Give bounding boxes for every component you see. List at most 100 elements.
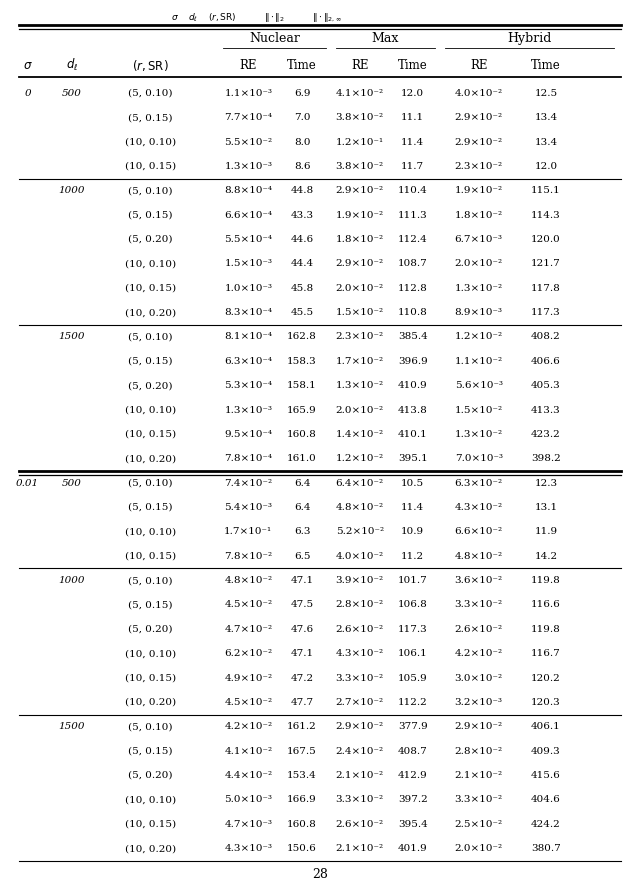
Text: 396.9: 396.9 — [398, 357, 428, 366]
Text: 7.0×10⁻³: 7.0×10⁻³ — [455, 454, 503, 463]
Text: 2.8×10⁻²: 2.8×10⁻² — [454, 747, 503, 756]
Text: 111.3: 111.3 — [398, 211, 428, 219]
Text: 1.7×10⁻¹: 1.7×10⁻¹ — [224, 527, 273, 536]
Text: 114.3: 114.3 — [531, 211, 561, 219]
Text: 2.0×10⁻²: 2.0×10⁻² — [454, 844, 503, 853]
Text: 2.9×10⁻²: 2.9×10⁻² — [454, 723, 503, 731]
Text: 11.4: 11.4 — [401, 503, 424, 512]
Text: (10, 0.10): (10, 0.10) — [125, 260, 176, 268]
Text: 158.3: 158.3 — [287, 357, 317, 366]
Text: 1.5×10⁻³: 1.5×10⁻³ — [225, 260, 273, 268]
Text: 410.9: 410.9 — [398, 381, 428, 390]
Text: 4.8×10⁻²: 4.8×10⁻² — [335, 503, 384, 512]
Text: (10, 0.10): (10, 0.10) — [125, 649, 176, 658]
Text: 3.8×10⁻²: 3.8×10⁻² — [335, 113, 384, 122]
Text: 44.6: 44.6 — [291, 235, 314, 244]
Text: 105.9: 105.9 — [398, 673, 428, 682]
Text: $(r,\mathrm{SR})$: $(r,\mathrm{SR})$ — [132, 58, 169, 72]
Text: 3.9×10⁻²: 3.9×10⁻² — [335, 576, 384, 585]
Text: 28: 28 — [312, 868, 328, 880]
Text: (5, 0.10): (5, 0.10) — [128, 89, 173, 98]
Text: 6.6×10⁻²: 6.6×10⁻² — [454, 527, 503, 536]
Text: 500: 500 — [61, 479, 82, 488]
Text: 4.5×10⁻²: 4.5×10⁻² — [224, 698, 273, 707]
Text: 8.3×10⁻⁴: 8.3×10⁻⁴ — [224, 308, 273, 318]
Text: 2.8×10⁻²: 2.8×10⁻² — [335, 600, 384, 609]
Text: 500: 500 — [61, 89, 82, 98]
Text: 120.2: 120.2 — [531, 673, 561, 682]
Text: 112.8: 112.8 — [398, 284, 428, 293]
Text: 1.3×10⁻³: 1.3×10⁻³ — [225, 406, 273, 415]
Text: 4.1×10⁻²: 4.1×10⁻² — [224, 747, 273, 756]
Text: 161.0: 161.0 — [287, 454, 317, 463]
Text: Time: Time — [531, 59, 561, 71]
Text: 8.6: 8.6 — [294, 162, 310, 171]
Text: 4.0×10⁻²: 4.0×10⁻² — [454, 89, 503, 98]
Text: 120.3: 120.3 — [531, 698, 561, 707]
Text: 5.4×10⁻³: 5.4×10⁻³ — [225, 503, 273, 512]
Text: 47.1: 47.1 — [291, 576, 314, 585]
Text: 1.4×10⁻²: 1.4×10⁻² — [335, 430, 384, 439]
Text: (5, 0.20): (5, 0.20) — [128, 381, 173, 390]
Text: 4.3×10⁻³: 4.3×10⁻³ — [225, 844, 273, 853]
Text: 3.3×10⁻²: 3.3×10⁻² — [454, 600, 503, 609]
Text: 404.6: 404.6 — [531, 796, 561, 805]
Text: Hybrid: Hybrid — [507, 32, 552, 45]
Text: 1.0×10⁻³: 1.0×10⁻³ — [225, 284, 273, 293]
Text: 3.3×10⁻²: 3.3×10⁻² — [454, 796, 503, 805]
Text: 2.3×10⁻²: 2.3×10⁻² — [335, 333, 384, 342]
Text: (10, 0.10): (10, 0.10) — [125, 527, 176, 536]
Text: 405.3: 405.3 — [531, 381, 561, 390]
Text: 44.8: 44.8 — [291, 186, 314, 195]
Text: (10, 0.10): (10, 0.10) — [125, 137, 176, 146]
Text: 153.4: 153.4 — [287, 771, 317, 780]
Text: 413.8: 413.8 — [398, 406, 428, 415]
Text: 12.5: 12.5 — [534, 89, 557, 98]
Text: 7.0: 7.0 — [294, 113, 310, 122]
Text: 2.7×10⁻²: 2.7×10⁻² — [335, 698, 384, 707]
Text: (5, 0.10): (5, 0.10) — [128, 186, 173, 195]
Text: 45.8: 45.8 — [291, 284, 314, 293]
Text: 406.1: 406.1 — [531, 723, 561, 731]
Text: Nuclear: Nuclear — [249, 32, 300, 45]
Text: 115.1: 115.1 — [531, 186, 561, 195]
Text: 5.2×10⁻²: 5.2×10⁻² — [335, 527, 384, 536]
Text: 150.6: 150.6 — [287, 844, 317, 853]
Text: 4.8×10⁻²: 4.8×10⁻² — [454, 552, 503, 561]
Text: 3.6×10⁻²: 3.6×10⁻² — [454, 576, 503, 585]
Text: (10, 0.20): (10, 0.20) — [125, 308, 176, 318]
Text: 167.5: 167.5 — [287, 747, 317, 756]
Text: 395.4: 395.4 — [398, 820, 428, 829]
Text: 4.2×10⁻²: 4.2×10⁻² — [224, 723, 273, 731]
Text: (5, 0.15): (5, 0.15) — [128, 747, 173, 756]
Text: 160.8: 160.8 — [287, 430, 317, 439]
Text: 117.8: 117.8 — [531, 284, 561, 293]
Text: 4.8×10⁻²: 4.8×10⁻² — [224, 576, 273, 585]
Text: 117.3: 117.3 — [531, 308, 561, 318]
Text: 3.2×10⁻³: 3.2×10⁻³ — [455, 698, 503, 707]
Text: 162.8: 162.8 — [287, 333, 317, 342]
Text: Time: Time — [287, 59, 317, 71]
Text: 6.9: 6.9 — [294, 89, 310, 98]
Text: 2.4×10⁻²: 2.4×10⁻² — [335, 747, 384, 756]
Text: 11.4: 11.4 — [401, 137, 424, 146]
Text: 2.6×10⁻²: 2.6×10⁻² — [335, 624, 384, 634]
Text: 2.9×10⁻²: 2.9×10⁻² — [335, 260, 384, 268]
Text: Time: Time — [398, 59, 428, 71]
Text: 413.3: 413.3 — [531, 406, 561, 415]
Text: $\sigma$: $\sigma$ — [22, 59, 33, 71]
Text: 5.6×10⁻³: 5.6×10⁻³ — [455, 381, 503, 390]
Text: 2.1×10⁻²: 2.1×10⁻² — [335, 844, 384, 853]
Text: 9.5×10⁻⁴: 9.5×10⁻⁴ — [224, 430, 273, 439]
Text: 6.3×10⁻⁴: 6.3×10⁻⁴ — [224, 357, 273, 366]
Text: 47.6: 47.6 — [291, 624, 314, 634]
Text: (10, 0.15): (10, 0.15) — [125, 552, 176, 561]
Text: 1.3×10⁻³: 1.3×10⁻³ — [225, 162, 273, 171]
Text: 7.8×10⁻²: 7.8×10⁻² — [224, 552, 273, 561]
Text: (5, 0.10): (5, 0.10) — [128, 723, 173, 731]
Text: 1.2×10⁻²: 1.2×10⁻² — [454, 333, 503, 342]
Text: (5, 0.15): (5, 0.15) — [128, 113, 173, 122]
Text: 11.2: 11.2 — [401, 552, 424, 561]
Text: 377.9: 377.9 — [398, 723, 428, 731]
Text: 1.2×10⁻¹: 1.2×10⁻¹ — [335, 137, 384, 146]
